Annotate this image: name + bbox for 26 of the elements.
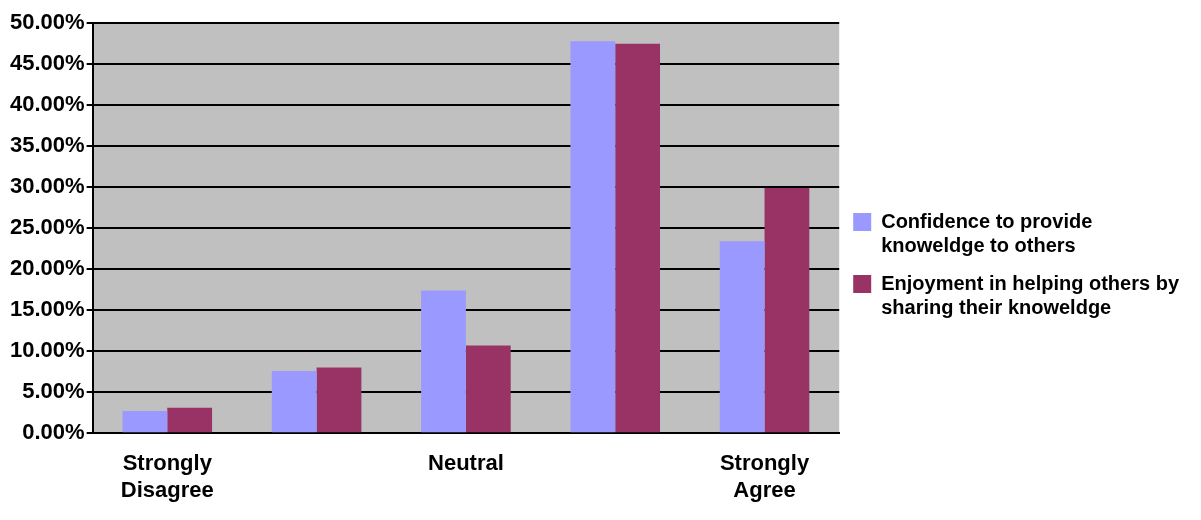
y-tick-label: 0.00% (22, 419, 85, 445)
legend-label: Enjoyment in helping others by sharing their knoweldge (881, 271, 1180, 318)
x-tick-label: Neutral (428, 450, 504, 476)
bar (570, 41, 616, 433)
bar (122, 411, 168, 433)
y-tick-label: 20.00% (9, 255, 85, 281)
y-tick-label: 30.00% (9, 173, 85, 199)
y-tick-label: 40.00% (9, 91, 85, 117)
legend-label: Confidence to provide knoweldge to others (881, 209, 1093, 256)
bar (764, 188, 810, 433)
y-tick-label: 15.00% (9, 296, 85, 322)
y-tick-label: 45.00% (9, 50, 85, 76)
y-tick-label: 35.00% (9, 132, 85, 158)
y-tick-label: 25.00% (9, 214, 85, 240)
y-tick-label: 50.00% (9, 9, 85, 35)
bar (615, 43, 661, 433)
bar (465, 345, 511, 433)
bar (271, 370, 317, 433)
bar (167, 407, 213, 433)
bar (421, 290, 466, 433)
bar (719, 241, 765, 433)
y-tick-label: 10.00% (9, 337, 85, 363)
x-tick-label: Strongly Disagree (120, 450, 214, 502)
y-tick-label: 5.00% (22, 378, 85, 404)
bar (316, 367, 362, 433)
x-tick-label: Strongly Agree (719, 450, 810, 502)
